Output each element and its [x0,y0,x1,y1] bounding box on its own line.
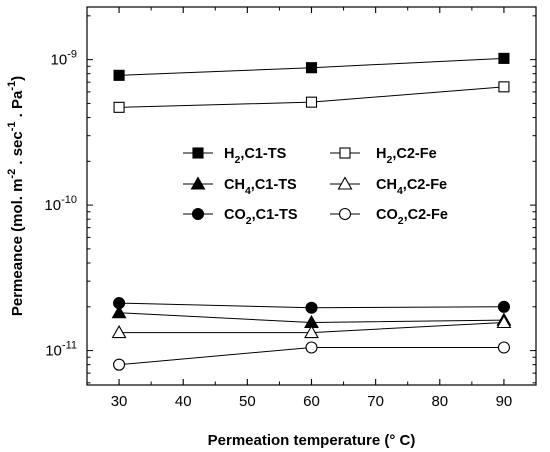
y-tick-label: 10-9 [51,49,77,69]
legend-item: H2,C2-Fe [330,146,437,166]
data-point [498,81,510,93]
legend-subscript: 4 [245,185,251,197]
legend-label: CO2,C1-TS [224,207,298,227]
legend-subscript: 4 [397,185,403,197]
y-tick-exponent: -10 [61,194,77,206]
legend-membrane: ,C2-Fe [403,177,447,193]
legend-gas: CO [376,207,398,223]
data-point [113,358,126,371]
legend-subscript: 2 [398,215,404,227]
series-4 [111,314,512,339]
legend-label: CH4,C1-TS [224,177,297,197]
legend-subscript: 2 [246,215,252,227]
data-point [496,314,512,329]
legend-gas: CH [224,177,245,193]
legend-marker [190,176,206,190]
x-tick-label: 40 [175,393,192,410]
data-point [111,324,127,339]
legend-marker [338,207,352,221]
legend-membrane: ,C2-Fe [392,146,436,162]
legend-subscript: 2 [234,154,240,166]
legend-membrane: ,C2-Fe [404,207,448,223]
legend-label: H2,C1-TS [224,146,287,166]
legend-item: CO2,C2-Fe [330,207,448,227]
legend-subscript: 2 [386,154,392,166]
data-point [305,96,318,108]
legend-membrane: ,C1-TS [251,177,297,193]
y-tick-mantissa: 10 [51,52,68,69]
y-axis-title-text: Permeance (mol. m-2 . sec-1 . Pa-1) [6,76,26,316]
legend-item: CO2,C1-TS [183,207,298,227]
data-point [498,52,510,64]
legend-gas: H [224,146,234,162]
y-tick-label: 10-10 [44,194,77,214]
data-point [305,62,318,74]
data-point [113,69,125,81]
series-1 [113,52,510,81]
y-tick-mantissa: 10 [44,197,61,214]
x-tick-label: 90 [496,393,513,410]
data-point [113,101,125,113]
data-point [304,324,319,339]
x-axis: 30 40 50 60 70 80 90 [86,7,537,410]
legend-label: H2,C2-Fe [376,146,437,166]
x-tick-label: 50 [239,393,256,410]
legend-label: CO2,C2-Fe [376,207,448,227]
legend-gas: H [376,146,386,162]
legend-marker [192,147,204,159]
legend-gas: CO [224,207,246,223]
data-point [111,305,127,319]
legend-membrane: ,C1-TS [252,207,298,223]
series-6 [113,341,510,371]
y-tick-mantissa: 10 [45,343,62,360]
x-tick-label: 60 [303,393,320,410]
y-axis-title: Permeance (mol. m-2 . sec-1 . Pa-1) [6,76,26,316]
legend-item: CH4,C2-Fe [330,176,447,197]
legend-item: H2,C1-TS [183,146,287,166]
y-tick-label: 10-11 [45,340,77,360]
series-5 [113,297,510,314]
x-tick-label: 80 [431,393,448,410]
data-point [113,297,126,310]
x-axis-title: Permeation temperature (° C) [208,432,416,449]
y-tick-exponent: -9 [67,49,77,61]
legend-marker [339,147,351,159]
data-point [305,301,318,314]
x-tick-label: 70 [367,393,384,410]
legend-marker [191,207,205,221]
x-tick-label: 30 [111,393,128,410]
data-point [497,341,510,354]
y-tick-exponent: -11 [62,340,77,352]
data-point [497,300,510,313]
series-2 [113,81,510,113]
legend-membrane: ,C1-TS [240,146,286,162]
legend-marker [337,176,353,190]
legend-gas: CH [376,177,397,193]
legend-label: CH4,C2-Fe [376,177,447,197]
data-point [305,341,318,354]
legend-item: CH4,C1-TS [183,176,297,197]
